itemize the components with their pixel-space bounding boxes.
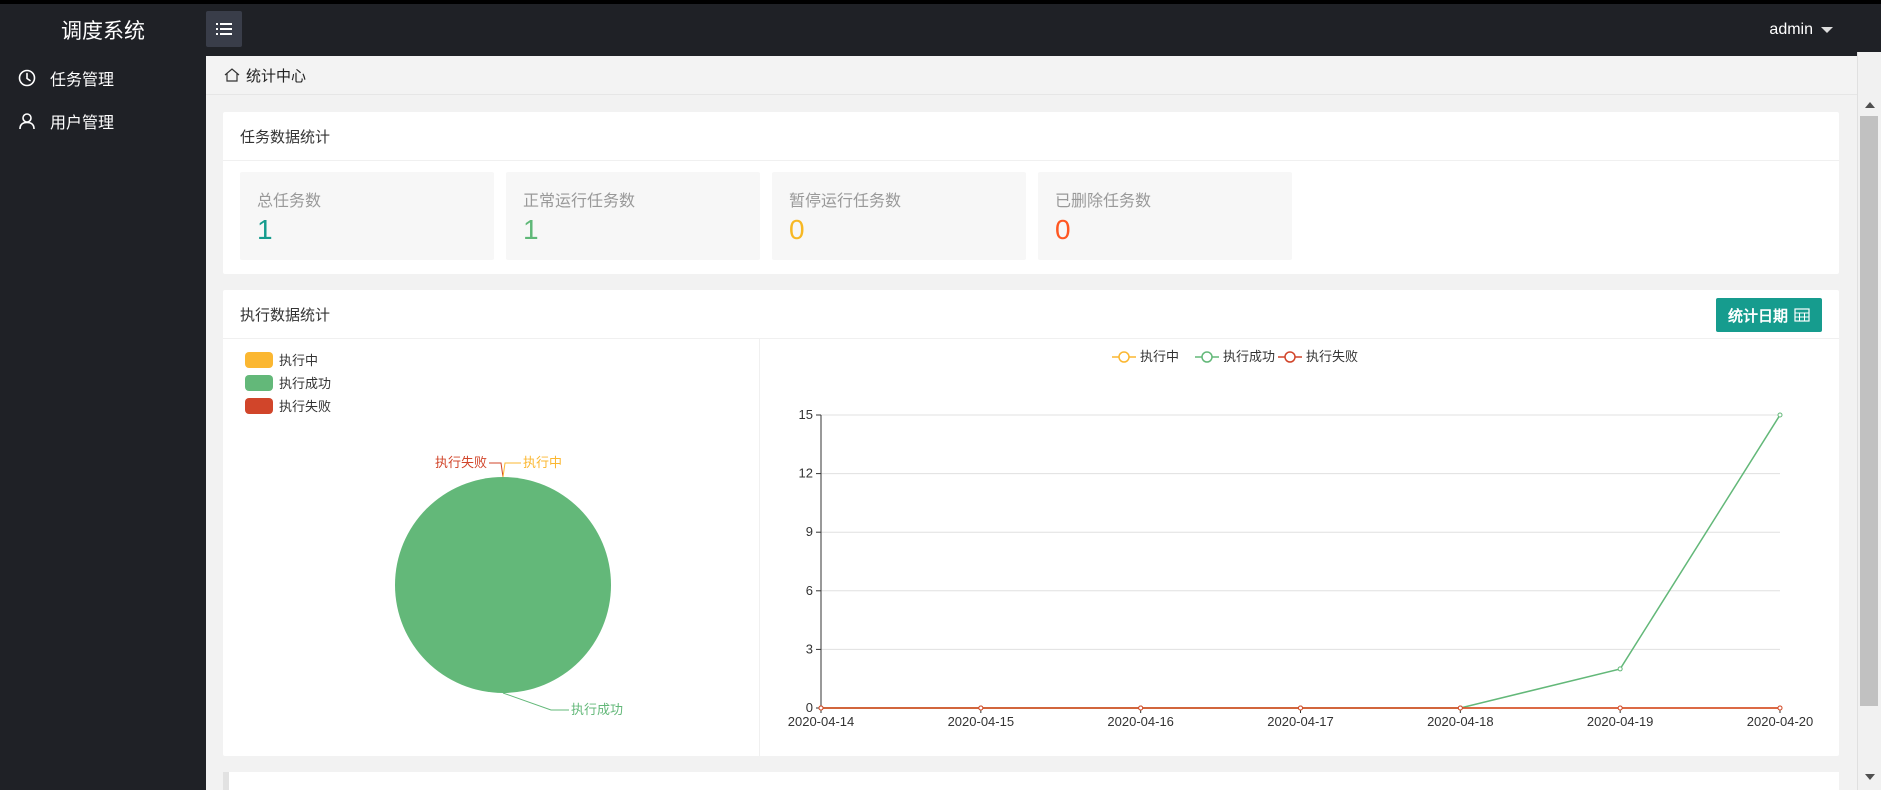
scroll-down-icon[interactable] <box>1865 774 1875 780</box>
sidebar-item-label: 任务管理 <box>50 69 115 89</box>
data-point <box>1777 705 1783 711</box>
stat-label: 暂停运行任务数 <box>789 191 902 210</box>
x-tick-label: 2020-04-19 <box>1587 714 1654 729</box>
card-title: 任务数据统计 <box>223 112 1839 161</box>
pie-legend-running[interactable]: 执行中 <box>245 350 318 369</box>
series-line <box>821 414 1781 709</box>
legend-label: 执行成功 <box>279 377 332 392</box>
top-bar: 调度系统 admin <box>0 0 1881 56</box>
legend-label: 执行失败 <box>279 400 332 415</box>
data-point <box>1617 705 1623 711</box>
stat-total-tasks: 总任务数 1 <box>240 172 494 260</box>
breadcrumb-label: 统计中心 <box>246 66 307 85</box>
y-tick-label: 6 <box>806 583 813 598</box>
pie-panel: 执行中 执行成功 执行失败 执行失败 执行中 执行成功 <box>223 339 760 756</box>
app-title: 调度系统 <box>61 19 145 43</box>
legend-swatch <box>245 397 273 414</box>
line-chart: 0 3 6 9 12 15 2020-04-14 2020-04-15 2020-04-16 20… <box>788 349 1814 729</box>
page-scrollbar[interactable] <box>1857 52 1881 790</box>
scroll-thumb[interactable] <box>1860 116 1878 706</box>
legend-marker <box>1284 351 1296 363</box>
legend-label: 执行中 <box>1140 349 1179 364</box>
pie-leader-line <box>502 462 521 478</box>
clock-icon <box>18 68 38 88</box>
pie-label: 执行失败 <box>435 455 487 470</box>
data-point <box>1457 705 1463 711</box>
stat-value: 0 <box>789 214 805 245</box>
stat-value: 0 <box>1055 214 1071 245</box>
pie-label: 执行中 <box>523 455 562 470</box>
breadcrumb: 统计中心 <box>206 56 1857 95</box>
stat-deleted-tasks: 已删除任务数 0 <box>1038 172 1292 260</box>
data-point <box>978 705 984 711</box>
legend-label: 执行失败 <box>1306 349 1358 364</box>
line-legend-item[interactable]: 执行失败 <box>1278 349 1358 364</box>
stat-label: 已删除任务数 <box>1055 191 1152 210</box>
sidebar-item-label: 用户管理 <box>50 112 115 132</box>
task-stats-card: 任务数据统计 总任务数 1 正常运行任务数 1 暂停运行任务数 0 已删除任务数… <box>223 112 1839 274</box>
x-tick-label: 2020-04-18 <box>1427 714 1494 729</box>
legend-swatch <box>245 374 273 391</box>
caret-down-icon <box>1821 27 1833 33</box>
pie-leader-line <box>502 692 569 711</box>
sidebar-item-tasks[interactable]: 任务管理 <box>0 56 206 99</box>
main-content: 统计中心 任务数据统计 总任务数 1 正常运行任务数 1 暂停运行任务数 0 已… <box>206 56 1857 790</box>
home-icon[interactable] <box>224 68 240 82</box>
y-tick-label: 3 <box>806 641 813 656</box>
stat-running-tasks: 正常运行任务数 1 <box>506 172 760 260</box>
stats-date-button[interactable]: 统计日期 <box>1715 298 1822 332</box>
pie-slice <box>395 477 611 693</box>
user-menu[interactable]: admin <box>1769 4 1833 56</box>
data-point <box>1777 412 1783 418</box>
legend-label: 执行成功 <box>1223 349 1275 364</box>
x-tick-label: 2020-04-14 <box>788 714 855 729</box>
stat-label: 正常运行任务数 <box>523 191 636 210</box>
stat-label: 总任务数 <box>257 191 322 210</box>
line-legend-item[interactable]: 执行中 <box>1112 349 1179 364</box>
pie-legend-success[interactable]: 执行成功 <box>245 373 331 392</box>
x-tick-label: 2020-04-16 <box>1107 714 1174 729</box>
sidebar: 任务管理 用户管理 <box>0 56 206 790</box>
x-tick-label: 2020-04-20 <box>1747 714 1814 729</box>
line-legend-item[interactable]: 执行成功 <box>1195 349 1275 364</box>
date-button-label: 统计日期 <box>1727 306 1788 325</box>
data-point <box>1298 705 1303 711</box>
legend-swatch <box>245 351 273 368</box>
legend-marker <box>1201 351 1213 363</box>
stat-paused-tasks: 暂停运行任务数 0 <box>772 172 1026 260</box>
user-icon <box>18 111 38 131</box>
sidebar-item-users[interactable]: 用户管理 <box>0 99 206 142</box>
stat-value: 1 <box>257 214 273 245</box>
legend-label: 执行中 <box>279 354 319 369</box>
x-tick-label: 2020-04-15 <box>948 714 1015 729</box>
card-title: 执行数据统计 <box>223 290 1839 339</box>
y-tick-label: 9 <box>806 524 813 539</box>
data-point <box>1138 705 1144 711</box>
pie-leader-line <box>489 462 504 478</box>
y-tick-label: 12 <box>799 466 813 481</box>
username: admin <box>1769 21 1813 38</box>
calendar-icon <box>1794 308 1810 322</box>
exec-stats-card: 执行数据统计 统计日期 执行中 执行成功 执行失败 执行失败 执行中 <box>223 290 1839 756</box>
pie-legend-failed[interactable]: 执行失败 <box>245 396 331 415</box>
data-point <box>818 705 824 711</box>
data-point <box>1617 666 1623 672</box>
next-card-edge <box>223 772 1839 790</box>
legend-marker <box>1118 351 1130 363</box>
y-tick-label: 15 <box>799 407 813 422</box>
menu-icon <box>216 23 232 35</box>
sidebar-toggle-button[interactable] <box>206 11 242 47</box>
y-tick-label: 0 <box>806 700 813 715</box>
pie-label: 执行成功 <box>571 702 623 717</box>
stat-value: 1 <box>523 214 539 245</box>
x-tick-label: 2020-04-17 <box>1267 714 1334 729</box>
scroll-up-icon[interactable] <box>1865 102 1875 108</box>
